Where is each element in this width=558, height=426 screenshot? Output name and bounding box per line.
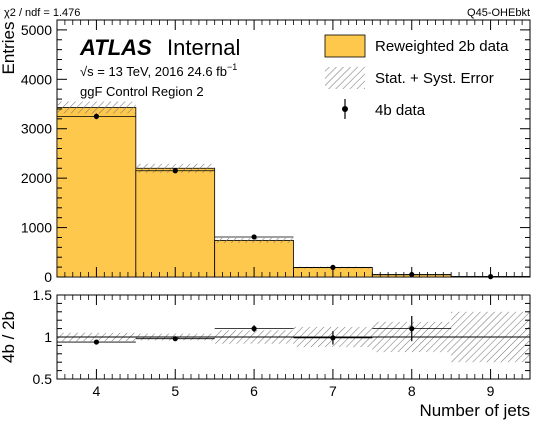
ratio-plot-layer: 0.5 1 1.5 4 5 6 7 8 9 (33, 287, 531, 399)
x-tick-label: 8 (408, 383, 416, 399)
chi2-label: χ2 / ndf = 1.476 (4, 7, 80, 19)
energy-lumi-text: √s = 13 TeV, 2016 24.6 fb (80, 64, 227, 79)
energy-lumi-label: √s = 13 TeV, 2016 24.6 fb−1 (80, 62, 237, 79)
legend-swatch-error (325, 67, 365, 89)
y-tick-label-main: 1000 (21, 220, 52, 236)
data-4b-point (172, 168, 178, 174)
region-label: ggF Control Region 2 (80, 84, 204, 99)
y-axis-title-ratio: 4b / 2b (0, 311, 18, 363)
legend-label-error: Stat. + Syst. Error (375, 70, 494, 87)
internal-label: Internal (167, 35, 240, 60)
ratio-point (172, 336, 178, 342)
y-tick-label-main: 3000 (21, 121, 52, 137)
data-4b-point (251, 234, 257, 240)
y-tick-label-ratio: 1.5 (33, 287, 53, 303)
error-band-main (214, 237, 294, 243)
ratio-point (330, 335, 336, 341)
y-tick-label-main: 4000 (21, 71, 52, 87)
bar-reweighted-2b (56, 107, 137, 278)
legend-swatch-reweighted (324, 34, 366, 58)
y-axis-title-main: Entries (0, 22, 18, 75)
energy-lumi-superscript: −1 (227, 62, 237, 72)
data-4b-point (93, 113, 100, 119)
y-tick-label-ratio: 0.5 (33, 371, 53, 387)
ratio-point (93, 339, 100, 345)
bar-reweighted-2b (135, 167, 216, 278)
y-tick-label-ratio: 1 (44, 329, 52, 345)
x-tick-label: 9 (487, 383, 495, 399)
error-band-main (57, 101, 136, 114)
legend: Reweighted 2b data Stat. + Syst. Error 4… (324, 34, 509, 119)
y-tick-label-main: 2000 (21, 170, 52, 186)
legend-label-data: 4b data (375, 102, 426, 119)
x-tick-label: 7 (329, 383, 337, 399)
config-tag: Q45-OHEbkt (467, 7, 530, 19)
y-tick-label-main: 0 (44, 269, 52, 285)
legend-label-reweighted: Reweighted 2b data (375, 38, 509, 55)
x-axis-title: Number of jets (419, 401, 530, 420)
ratio-point (251, 326, 257, 332)
legend-marker-data (342, 106, 348, 112)
ratio-point (409, 326, 415, 332)
x-tick-label: 5 (171, 383, 179, 399)
x-tick-label: 6 (250, 383, 258, 399)
atlas-label: ATLAS (79, 35, 152, 60)
main-plot-layer: 0 1000 2000 3000 4000 5000 (21, 20, 531, 285)
y-tick-label-main: 5000 (21, 22, 52, 38)
x-tick-label: 4 (93, 383, 101, 399)
